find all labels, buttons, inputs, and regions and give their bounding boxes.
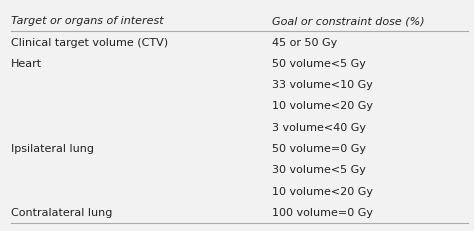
Text: Heart: Heart xyxy=(11,59,42,69)
Text: Contralateral lung: Contralateral lung xyxy=(11,207,112,217)
Text: Ipsilateral lung: Ipsilateral lung xyxy=(11,143,94,153)
Text: 100 volume=0 Gy: 100 volume=0 Gy xyxy=(273,207,374,217)
Text: 45 or 50 Gy: 45 or 50 Gy xyxy=(273,37,337,47)
Text: Clinical target volume (CTV): Clinical target volume (CTV) xyxy=(11,37,168,47)
Text: 3 volume<40 Gy: 3 volume<40 Gy xyxy=(273,122,366,132)
Text: 33 volume<10 Gy: 33 volume<10 Gy xyxy=(273,80,373,90)
Text: 10 volume<20 Gy: 10 volume<20 Gy xyxy=(273,101,374,111)
Text: Goal or constraint dose (%): Goal or constraint dose (%) xyxy=(273,16,425,26)
Text: Target or organs of interest: Target or organs of interest xyxy=(11,16,164,26)
Text: 50 volume=0 Gy: 50 volume=0 Gy xyxy=(273,143,366,153)
Text: 10 volume<20 Gy: 10 volume<20 Gy xyxy=(273,186,374,196)
Text: 50 volume<5 Gy: 50 volume<5 Gy xyxy=(273,59,366,69)
Text: 30 volume<5 Gy: 30 volume<5 Gy xyxy=(273,165,366,175)
